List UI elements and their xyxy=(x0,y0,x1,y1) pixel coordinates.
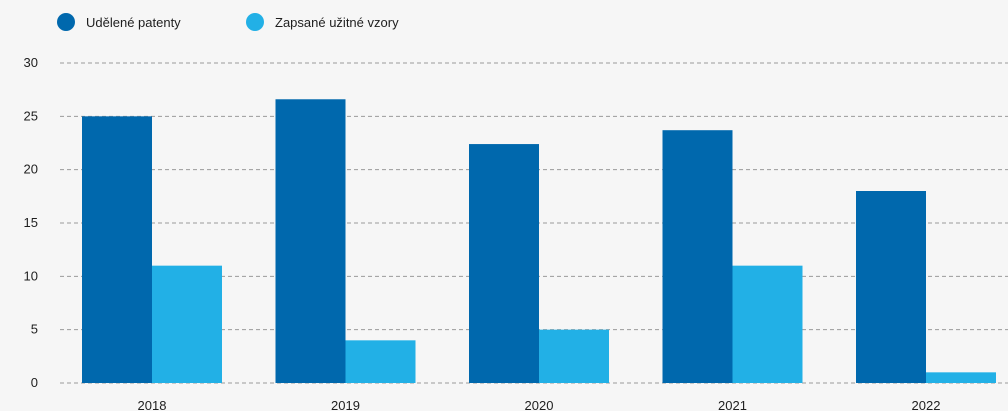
bar-utility-models-2021 xyxy=(732,265,803,383)
y-tick-label: 5 xyxy=(31,322,38,337)
x-tick-label: 2019 xyxy=(331,398,360,411)
bar-patents-2021 xyxy=(662,130,733,383)
x-tick-label: 2018 xyxy=(138,398,167,411)
bars xyxy=(82,99,996,384)
bar-patents-2022 xyxy=(856,191,926,383)
y-tick-label: 15 xyxy=(24,215,38,230)
legend-marker xyxy=(246,13,264,31)
bar-utility-models-2019 xyxy=(345,340,416,383)
y-tick-label: 0 xyxy=(31,375,38,390)
y-tick-label: 30 xyxy=(24,55,38,70)
bar-utility-models-2018 xyxy=(152,265,222,383)
bar-utility-models-2022 xyxy=(926,372,996,383)
x-tick-label: 2022 xyxy=(912,398,941,411)
y-tick-label: 10 xyxy=(24,268,38,283)
y-tick-label: 20 xyxy=(24,162,38,177)
y-axis-ticks: 0 5 10 15 20 25 30 xyxy=(24,55,38,390)
bar-patents-2018 xyxy=(82,116,152,383)
bar-patents-2020 xyxy=(469,144,539,383)
legend: Udělené patenty Zapsané užitné vzory xyxy=(57,13,399,31)
x-axis-ticks: 2018 2019 2020 2021 2022 xyxy=(138,398,941,411)
x-tick-label: 2021 xyxy=(718,398,747,411)
bar-patents-2019 xyxy=(275,99,346,384)
x-tick-label: 2020 xyxy=(525,398,554,411)
legend-marker xyxy=(57,13,75,31)
bar-utility-models-2020 xyxy=(539,329,609,383)
y-tick-label: 25 xyxy=(24,108,38,123)
legend-label: Zapsané užitné vzory xyxy=(275,15,399,30)
legend-label: Udělené patenty xyxy=(86,15,181,30)
